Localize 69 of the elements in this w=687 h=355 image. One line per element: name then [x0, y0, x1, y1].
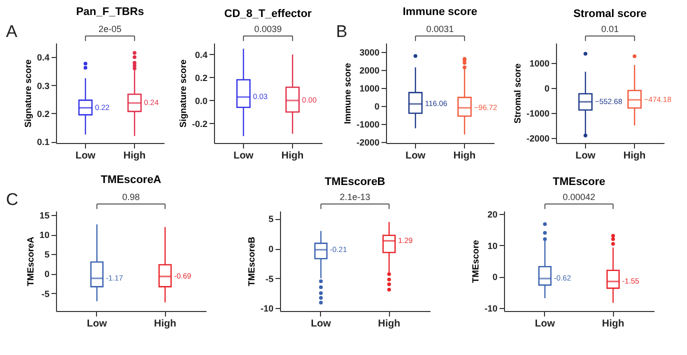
y-tick-label: 0.2	[194, 72, 208, 83]
y-axis-title: Immune score	[342, 62, 352, 124]
y-tick-label: 15	[39, 210, 50, 220]
x-tick-label: Low	[75, 150, 96, 162]
y-tick-label: -10	[484, 303, 498, 314]
y-tick-label: 2000	[359, 66, 380, 76]
y-tick-label: 5	[44, 250, 50, 260]
y-tick-label: -2000	[526, 134, 550, 144]
y-tick-label: 1000	[529, 58, 550, 68]
x-tick-label: High	[623, 150, 646, 162]
y-tick-label: 0.3	[36, 80, 50, 91]
chart-title: Pan_F_TBRs	[76, 6, 144, 18]
y-tick-label: -0.2	[192, 118, 208, 129]
x-tick-label: High	[154, 318, 176, 330]
y-tick-label: 5	[268, 214, 274, 224]
y-tick-label: 1000	[359, 84, 380, 94]
text: 2e-05	[98, 24, 122, 34]
x-tick-label: Low	[575, 150, 596, 162]
y-tick-label: 0	[268, 244, 274, 254]
y-axis-title: Signature score	[178, 59, 188, 128]
y-tick-label: 0	[492, 272, 498, 282]
y-tick-label: -10	[260, 304, 274, 314]
text: 0.98	[122, 192, 140, 202]
y-tick-label: -1000	[356, 120, 380, 130]
text: 0.0039	[254, 24, 282, 34]
chart-title: Stromal score	[573, 8, 647, 20]
x-tick-label: High	[453, 150, 476, 162]
x-tick-label: Low	[405, 150, 426, 162]
y-tick-label: 0.4	[194, 50, 208, 60]
text: C	[6, 190, 18, 209]
y-tick-label: 0	[374, 102, 380, 112]
y-tick-label: -2000	[356, 138, 380, 148]
x-tick-label: High	[281, 150, 304, 162]
chart-title: TMEscore	[552, 176, 606, 188]
x-tick-label: High	[123, 150, 146, 162]
text: 0.01	[601, 24, 619, 34]
chart-title: CD_8_T_effector	[224, 8, 312, 20]
text: 2.1e-13	[340, 192, 370, 202]
y-tick-label: 20	[487, 210, 498, 220]
text: A	[6, 22, 18, 41]
y-tick-label: 10	[39, 230, 50, 240]
y-tick-label: 0.2	[36, 108, 50, 119]
x-tick-label: Low	[310, 318, 332, 330]
y-tick-label: -5	[265, 274, 274, 284]
y-tick-label: 10	[487, 240, 498, 251]
y-tick-label: 0.4	[36, 52, 50, 63]
text: B	[336, 22, 348, 41]
x-tick-label: Low	[233, 150, 254, 162]
y-tick-label: -5	[41, 288, 50, 299]
y-axis-title: Signature score	[22, 59, 33, 128]
x-tick-label: High	[378, 318, 400, 330]
y-tick-label: 0	[44, 269, 50, 280]
chart-title: Immune score	[402, 6, 478, 18]
x-tick-label: Low	[534, 318, 556, 330]
y-axis-title: TMEscoreB	[246, 236, 256, 286]
y-tick-label: 0.0	[194, 96, 208, 106]
y-tick-label: -1000	[526, 108, 550, 118]
chart-title: TMEscoreA	[100, 174, 162, 186]
y-axis-title: TMEscore	[470, 240, 480, 284]
x-tick-label: High	[602, 318, 624, 330]
chart-title: TMEscoreB	[324, 176, 386, 188]
y-axis-title: Stromal score	[512, 63, 522, 124]
text: 0.00042	[562, 192, 596, 202]
y-axis-title: TMEscoreA	[25, 236, 36, 286]
x-tick-label: Low	[86, 318, 108, 330]
text: 0.0031	[426, 24, 454, 34]
y-tick-label: 0.1	[36, 137, 50, 148]
y-tick-label: 0	[544, 84, 550, 94]
y-tick-label: 3000	[359, 48, 380, 58]
